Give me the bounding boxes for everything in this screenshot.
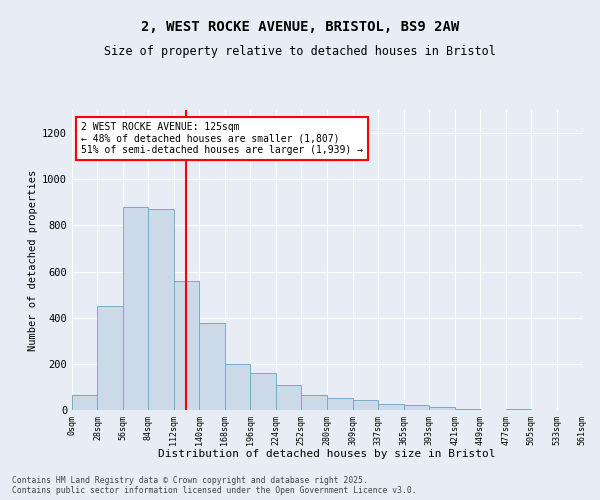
Bar — [148, 209, 174, 410]
Bar — [353, 400, 379, 410]
Bar — [275, 384, 301, 410]
Bar — [301, 395, 326, 410]
Bar — [455, 409, 480, 410]
Text: Size of property relative to detached houses in Bristol: Size of property relative to detached ho… — [104, 45, 496, 58]
Bar — [199, 324, 225, 410]
Bar — [174, 281, 199, 410]
Bar — [97, 306, 123, 410]
Y-axis label: Number of detached properties: Number of detached properties — [28, 170, 38, 350]
X-axis label: Distribution of detached houses by size in Bristol: Distribution of detached houses by size … — [158, 449, 496, 459]
Bar — [72, 396, 97, 410]
Text: 2 WEST ROCKE AVENUE: 125sqm
← 48% of detached houses are smaller (1,807)
51% of : 2 WEST ROCKE AVENUE: 125sqm ← 48% of det… — [81, 122, 363, 154]
Bar — [404, 406, 429, 410]
Bar — [250, 373, 275, 410]
Bar — [326, 398, 353, 410]
Bar — [379, 404, 404, 410]
Bar — [429, 407, 455, 410]
Text: Contains HM Land Registry data © Crown copyright and database right 2025.
Contai: Contains HM Land Registry data © Crown c… — [12, 476, 416, 495]
Bar — [225, 364, 250, 410]
Bar — [123, 207, 148, 410]
Bar — [506, 409, 531, 410]
Text: 2, WEST ROCKE AVENUE, BRISTOL, BS9 2AW: 2, WEST ROCKE AVENUE, BRISTOL, BS9 2AW — [141, 20, 459, 34]
